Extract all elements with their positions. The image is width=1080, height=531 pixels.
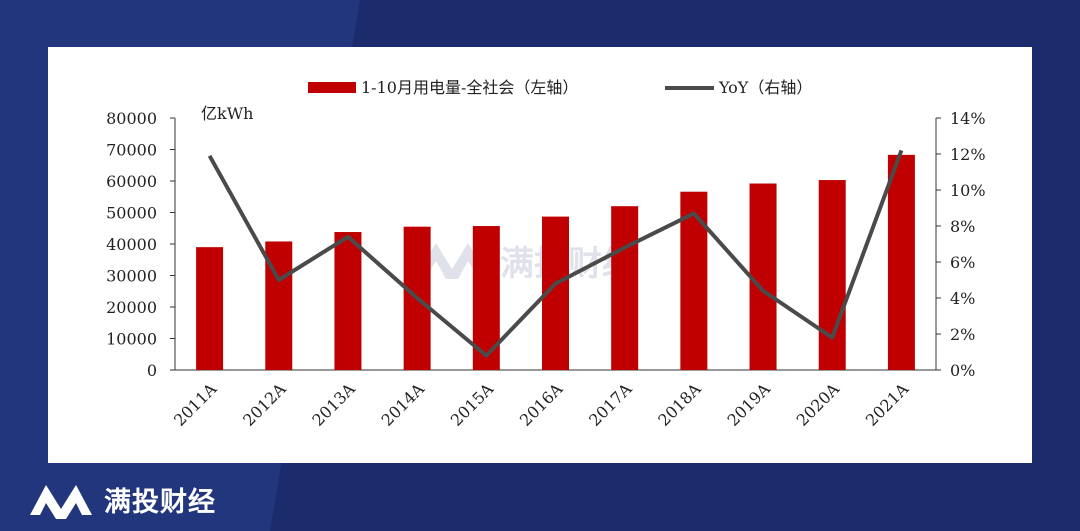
bar	[334, 232, 362, 370]
x-tick-label: 2014A	[378, 379, 429, 430]
x-tick-label: 2020A	[793, 379, 844, 430]
right-tick-label: 2%	[950, 325, 975, 344]
right-tick-label: 12%	[950, 145, 986, 164]
right-tick-label: 0%	[950, 361, 975, 380]
brand: 满投财经	[28, 478, 216, 520]
left-tick-label: 0	[147, 361, 157, 380]
x-tick-label: 2016A	[516, 379, 567, 430]
x-tick-label: 2019A	[723, 379, 774, 430]
left-tick-label: 30000	[106, 267, 157, 286]
bar	[818, 180, 846, 370]
left-tick-label: 80000	[106, 109, 157, 128]
right-tick-label: 10%	[950, 181, 986, 200]
watermark: 满投财经	[416, 243, 636, 284]
x-tick-label: 2011A	[170, 379, 221, 430]
watermark-icon	[416, 243, 488, 279]
left-axis-unit: 亿kWh	[201, 104, 253, 123]
x-tick-label: 2015A	[447, 379, 498, 430]
left-tick-label: 40000	[106, 235, 157, 254]
x-tick-label: 2018A	[654, 379, 705, 430]
bar	[196, 247, 224, 370]
left-tick-label: 50000	[106, 204, 157, 223]
right-tick-label: 14%	[950, 109, 986, 128]
right-tick-label: 4%	[950, 289, 975, 308]
legend-label-line: YoY（右轴）	[718, 78, 812, 97]
brand-name: 满投财经	[104, 486, 216, 518]
m-logo-icon	[30, 485, 92, 519]
x-tick-label: 2017A	[585, 379, 636, 430]
x-tick-label: 2013A	[308, 379, 359, 430]
bar	[749, 183, 777, 370]
right-tick-label: 6%	[950, 253, 975, 272]
chart-panel: 满投财经 0 10000 20000 30000 40000 50000 60000 70000…	[48, 47, 1032, 463]
left-tick-label: 20000	[106, 298, 157, 317]
chart: 满投财经 0 10000 20000 30000 40000 50000 60000 70000…	[106, 78, 986, 430]
x-tick-label: 2012A	[239, 379, 290, 430]
legend-label-bar: 1-10月用电量-全社会（左轴）	[361, 78, 578, 97]
legend-swatch-bar	[308, 82, 356, 93]
left-tick-label: 70000	[106, 141, 157, 160]
left-tick-label: 10000	[106, 330, 157, 349]
right-tick-label: 8%	[950, 217, 975, 236]
x-tick-label: 2021A	[862, 379, 913, 430]
left-tick-label: 60000	[106, 172, 157, 191]
bar	[887, 154, 915, 370]
bar	[611, 206, 639, 370]
